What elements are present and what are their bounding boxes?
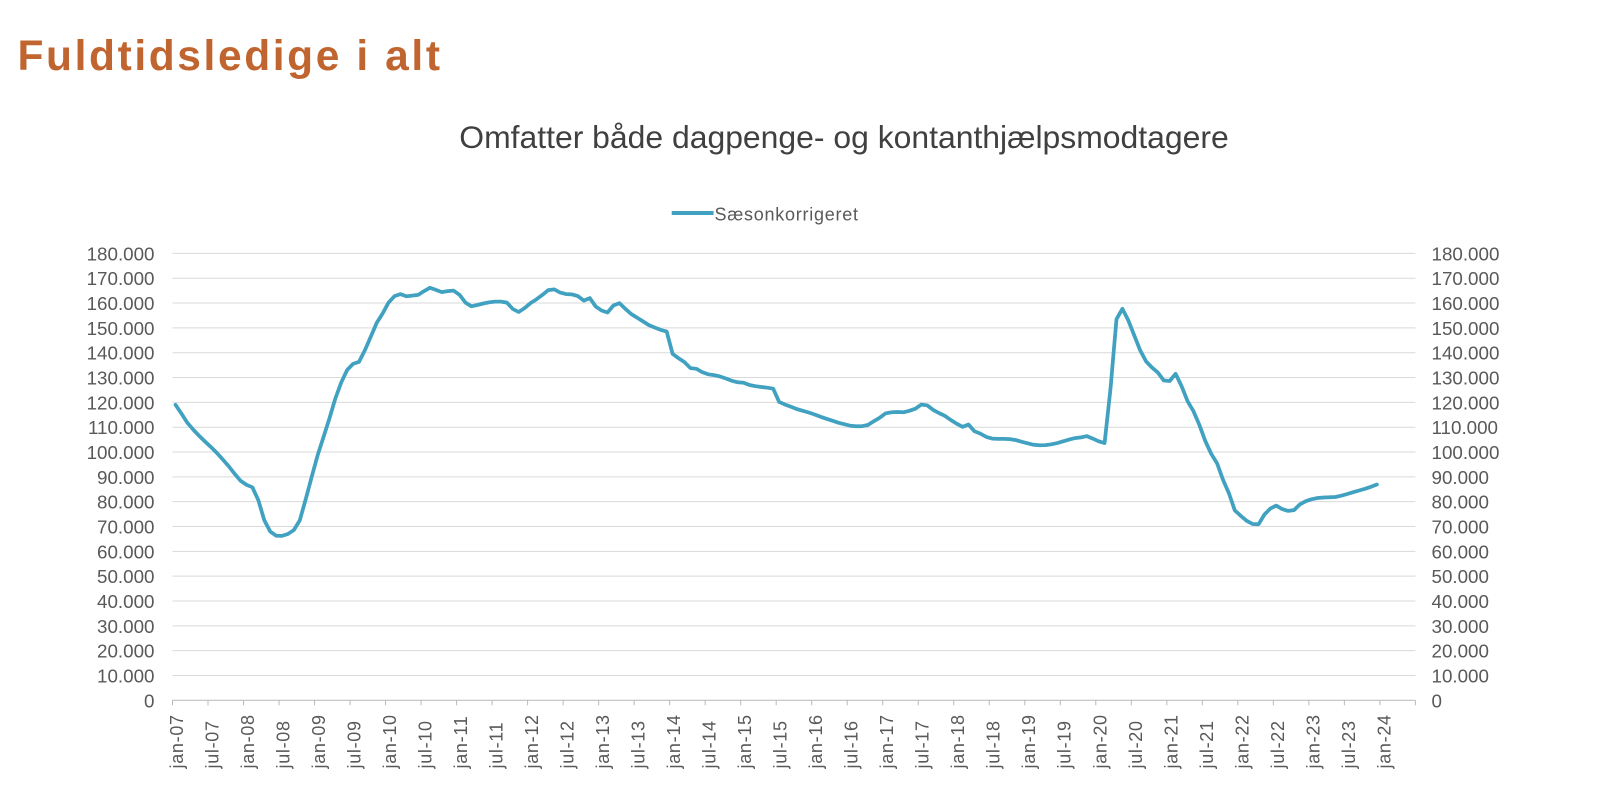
- svg-text:80.000: 80.000: [97, 492, 154, 513]
- svg-text:jul-19: jul-19: [1055, 720, 1075, 769]
- svg-text:0: 0: [1432, 690, 1442, 711]
- svg-text:jan-16: jan-16: [806, 714, 826, 769]
- svg-text:50.000: 50.000: [1432, 566, 1489, 587]
- svg-text:jan-22: jan-22: [1232, 714, 1252, 769]
- svg-text:jul-13: jul-13: [629, 720, 649, 769]
- svg-text:jan-14: jan-14: [664, 714, 684, 769]
- svg-text:jan-09: jan-09: [309, 714, 329, 769]
- svg-text:30.000: 30.000: [97, 616, 154, 637]
- svg-text:110.000: 110.000: [88, 417, 155, 438]
- svg-text:jan-12: jan-12: [522, 714, 542, 769]
- svg-text:60.000: 60.000: [1432, 541, 1489, 562]
- svg-text:180.000: 180.000: [87, 243, 155, 264]
- svg-text:jul-23: jul-23: [1339, 720, 1359, 769]
- svg-text:jul-15: jul-15: [771, 720, 791, 769]
- svg-text:jul-07: jul-07: [202, 720, 222, 769]
- svg-text:jan-20: jan-20: [1090, 714, 1110, 769]
- svg-text:140.000: 140.000: [87, 343, 155, 364]
- svg-text:40.000: 40.000: [1432, 591, 1489, 612]
- svg-text:Fuldtidsledige i alt: Fuldtidsledige i alt: [18, 33, 443, 80]
- svg-text:160.000: 160.000: [87, 293, 155, 314]
- svg-text:jan-17: jan-17: [877, 714, 897, 769]
- svg-text:Sæsonkorrigeret: Sæsonkorrigeret: [715, 205, 859, 225]
- svg-text:20.000: 20.000: [97, 641, 154, 662]
- svg-text:jul-14: jul-14: [700, 720, 720, 769]
- svg-text:130.000: 130.000: [87, 368, 155, 389]
- svg-text:jan-07: jan-07: [167, 714, 187, 769]
- svg-text:40.000: 40.000: [97, 591, 154, 612]
- svg-text:30.000: 30.000: [1432, 616, 1489, 637]
- svg-text:140.000: 140.000: [1432, 343, 1500, 364]
- svg-text:60.000: 60.000: [97, 541, 154, 562]
- svg-text:20.000: 20.000: [1432, 641, 1489, 662]
- svg-text:110.000: 110.000: [1432, 417, 1499, 438]
- svg-text:10.000: 10.000: [97, 666, 154, 687]
- svg-text:120.000: 120.000: [87, 392, 155, 413]
- svg-text:jan-11: jan-11: [451, 716, 471, 770]
- svg-text:jan-18: jan-18: [948, 714, 968, 769]
- svg-text:jul-16: jul-16: [842, 720, 862, 769]
- svg-text:10.000: 10.000: [1432, 666, 1489, 687]
- svg-text:130.000: 130.000: [1432, 368, 1500, 389]
- svg-text:jul-21: jul-21: [1197, 720, 1217, 769]
- svg-text:jul-10: jul-10: [416, 720, 436, 769]
- svg-text:jan-24: jan-24: [1374, 714, 1394, 769]
- svg-text:100.000: 100.000: [87, 442, 155, 463]
- svg-text:70.000: 70.000: [97, 517, 154, 538]
- svg-text:160.000: 160.000: [1432, 293, 1500, 314]
- svg-text:jan-10: jan-10: [380, 714, 400, 769]
- svg-text:150.000: 150.000: [1432, 318, 1500, 339]
- svg-text:80.000: 80.000: [1432, 492, 1489, 513]
- svg-text:jul-11: jul-11: [487, 722, 507, 770]
- svg-text:100.000: 100.000: [1432, 442, 1500, 463]
- svg-text:120.000: 120.000: [1432, 392, 1500, 413]
- svg-text:170.000: 170.000: [1432, 268, 1500, 289]
- svg-text:jan-08: jan-08: [238, 714, 258, 769]
- svg-text:jan-13: jan-13: [593, 714, 613, 769]
- svg-text:150.000: 150.000: [87, 318, 155, 339]
- svg-text:jul-08: jul-08: [273, 720, 293, 769]
- svg-text:90.000: 90.000: [1432, 467, 1489, 488]
- svg-text:70.000: 70.000: [1432, 517, 1489, 538]
- svg-text:jul-20: jul-20: [1126, 720, 1146, 769]
- svg-text:jul-22: jul-22: [1268, 720, 1288, 769]
- svg-text:0: 0: [144, 690, 154, 711]
- svg-text:50.000: 50.000: [97, 566, 154, 587]
- svg-text:180.000: 180.000: [1432, 243, 1500, 264]
- svg-text:jul-17: jul-17: [913, 720, 933, 769]
- svg-text:jul-09: jul-09: [345, 720, 365, 769]
- svg-text:jul-18: jul-18: [984, 720, 1004, 769]
- svg-text:jan-15: jan-15: [735, 714, 755, 769]
- svg-text:jul-12: jul-12: [558, 720, 578, 769]
- svg-text:jan-19: jan-19: [1019, 714, 1039, 769]
- svg-text:90.000: 90.000: [97, 467, 154, 488]
- svg-text:170.000: 170.000: [87, 268, 155, 289]
- svg-text:jan-23: jan-23: [1303, 714, 1323, 769]
- svg-text:Omfatter både dagpenge- og kon: Omfatter både dagpenge- og kontanthjælps…: [459, 119, 1228, 155]
- svg-text:jan-21: jan-21: [1161, 714, 1181, 769]
